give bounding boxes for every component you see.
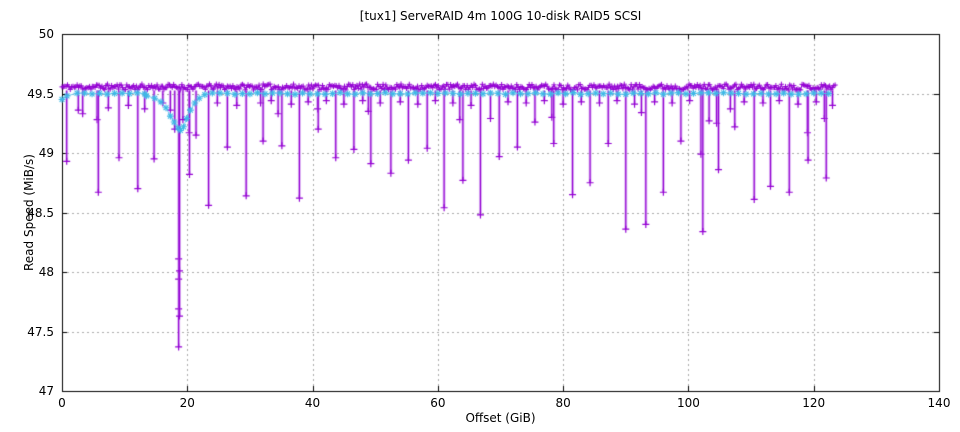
y-tick-label: 47: [38, 384, 54, 398]
x-tick-label: 20: [179, 396, 195, 410]
x-tick-label: 40: [304, 396, 321, 410]
chart-title: [tux1] ServeRAID 4m 100G 10-disk RAID5 S…: [359, 9, 642, 23]
y-tick-label: 48: [38, 265, 54, 279]
x-tick-label: 140: [927, 396, 951, 410]
x-tick-label: 0: [58, 396, 66, 410]
x-tick-label: 120: [802, 396, 826, 410]
y-tick-label: 50: [38, 27, 54, 41]
x-axis-label: Offset (GiB): [465, 411, 536, 425]
x-tick-label: 60: [430, 396, 446, 410]
x-tick-label: 80: [555, 396, 571, 410]
y-tick-label: 47.5: [27, 324, 54, 339]
y-tick-label: 49: [38, 146, 54, 160]
y-tick-label: 49.5: [27, 86, 54, 101]
y-tick-label: 48.5: [27, 205, 54, 220]
x-tick-label: 100: [676, 396, 700, 410]
